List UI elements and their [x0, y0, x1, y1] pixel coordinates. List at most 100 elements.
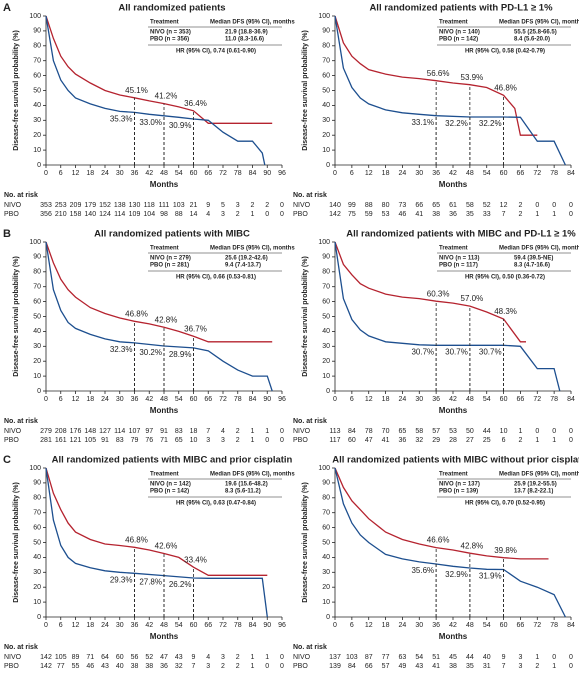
risk-count: 1	[535, 654, 539, 661]
y-tick-label: 100	[29, 13, 41, 20]
y-axis-label: Disease-free survival probability (%)	[302, 30, 309, 151]
y-tick-label: 80	[322, 495, 330, 502]
legend-cell: PBO (n = 142)	[439, 37, 478, 43]
risk-count: 2	[518, 202, 522, 209]
y-tick-label: 20	[33, 132, 41, 139]
chart-title: All randomized patients with MIBC	[94, 229, 250, 240]
x-tick-label: 36	[131, 396, 139, 403]
x-tick-label: 42	[449, 396, 457, 403]
risk-count: 1	[251, 437, 255, 444]
legend-cell: 13.7 (8.2-22.1)	[514, 489, 553, 495]
risk-count: 41	[382, 437, 390, 444]
risk-count: 43	[101, 663, 109, 670]
risk-count: 281	[40, 437, 52, 444]
y-tick-label: 40	[33, 328, 41, 335]
risk-count: 59	[365, 211, 373, 218]
y-tick-label: 30	[33, 569, 41, 576]
legend-cell: PBO (n = 356)	[150, 37, 189, 43]
risk-count: 84	[348, 428, 356, 435]
risk-count: 0	[552, 654, 556, 661]
risk-count: 38	[131, 663, 139, 670]
x-tick-label: 24	[399, 622, 407, 629]
x-tick-label: 30	[116, 396, 124, 403]
risk-count: 38	[145, 663, 153, 670]
x-axis-label: Months	[439, 632, 468, 641]
risk-count: 58	[466, 202, 474, 209]
x-tick-label: 36	[432, 622, 440, 629]
survival-curve	[45, 241, 273, 343]
legend-header: Treatment	[150, 20, 179, 26]
x-tick-label: 54	[483, 170, 491, 177]
x-tick-label: 66	[204, 396, 212, 403]
landmark-label: 33.0%	[139, 118, 162, 127]
x-tick-label: 54	[175, 170, 183, 177]
risk-count: 140	[84, 211, 96, 218]
y-tick-label: 100	[29, 239, 41, 246]
x-tick-label: 18	[382, 396, 390, 403]
x-axis-label: Months	[150, 406, 179, 415]
risk-count: 51	[432, 654, 440, 661]
risk-count: 1	[535, 211, 539, 218]
risk-count: 3	[236, 202, 240, 209]
landmark-label: 35.6%	[411, 566, 434, 575]
risk-count: 46	[399, 211, 407, 218]
risk-count: 40	[483, 654, 491, 661]
risk-count: 1	[552, 437, 556, 444]
risk-count: 7	[502, 211, 506, 218]
legend-header: Median DFS (95% CI), months	[499, 246, 579, 252]
x-tick-label: 0	[333, 170, 337, 177]
risk-count: 0	[569, 654, 573, 661]
risk-count: 1	[265, 654, 269, 661]
x-tick-label: 78	[550, 396, 558, 403]
risk-count: 1	[535, 437, 539, 444]
risk-count: 1	[251, 428, 255, 435]
y-tick-label: 100	[29, 465, 41, 472]
x-tick-label: 72	[533, 622, 541, 629]
risk-count: 32	[415, 437, 423, 444]
risk-count: 56	[131, 654, 139, 661]
x-tick-label: 24	[399, 170, 407, 177]
legend-header: Median DFS (95% CI), months	[210, 20, 295, 26]
risk-count: 58	[415, 428, 423, 435]
y-tick-label: 0	[326, 162, 330, 169]
x-tick-label: 54	[175, 622, 183, 629]
risk-count: 7	[206, 428, 210, 435]
y-tick-label: 10	[322, 373, 330, 380]
landmark-label: 32.2%	[479, 119, 502, 128]
risk-count: 5	[221, 202, 225, 209]
chart-title: All randomized patients with MIBC and PD…	[346, 229, 576, 240]
x-tick-label: 18	[86, 622, 94, 629]
y-tick-label: 50	[33, 539, 41, 546]
x-tick-label: 0	[44, 170, 48, 177]
risk-count: 0	[280, 428, 284, 435]
risk-count: 75	[348, 211, 356, 218]
landmark-label: 35.3%	[110, 115, 133, 124]
risk-count: 117	[329, 437, 340, 444]
risk-count: 66	[365, 663, 373, 670]
landmark-label: 29.3%	[110, 575, 133, 584]
legend-cell: 59.4 (39.5-NE)	[514, 256, 553, 262]
x-tick-label: 36	[131, 622, 139, 629]
landmark-label: 48.3%	[494, 307, 517, 316]
y-tick-label: 80	[33, 43, 41, 50]
risk-count: 91	[160, 428, 168, 435]
x-tick-label: 84	[249, 170, 257, 177]
risk-count: 71	[160, 437, 168, 444]
risk-count: 35	[466, 663, 474, 670]
x-tick-label: 78	[234, 622, 242, 629]
risk-row-name: PBO	[4, 663, 19, 670]
y-tick-label: 90	[33, 28, 41, 35]
y-tick-label: 50	[322, 539, 330, 546]
y-tick-label: 40	[33, 554, 41, 561]
x-tick-label: 6	[59, 170, 63, 177]
x-tick-label: 72	[533, 170, 541, 177]
legend-header: Treatment	[439, 472, 468, 478]
landmark-label: 46.8%	[125, 535, 148, 544]
x-tick-label: 42	[145, 622, 153, 629]
risk-count: 18	[190, 428, 198, 435]
x-tick-label: 48	[160, 396, 168, 403]
landmark-label: 32.2%	[445, 119, 468, 128]
risk-count: 0	[552, 428, 556, 435]
x-tick-label: 12	[72, 170, 80, 177]
y-tick-label: 30	[322, 569, 330, 576]
